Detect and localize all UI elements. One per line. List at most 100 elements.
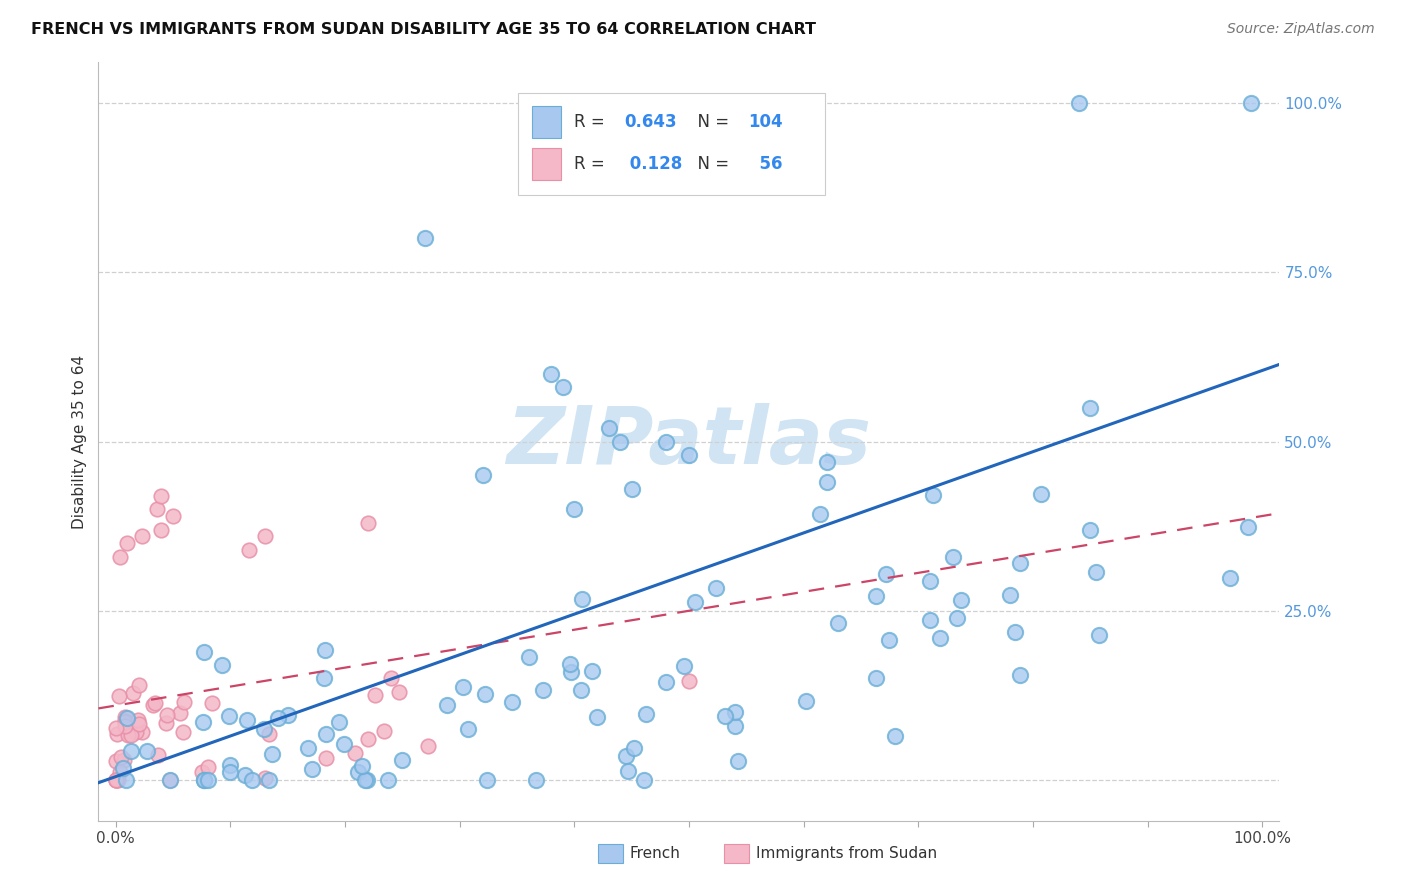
Point [172,724,194,739]
Point [117,728,139,742]
Point [162,508,184,523]
Point [918,613,941,627]
Point [197,772,219,787]
Point [949,593,972,607]
Point [540,367,562,381]
Point [197,760,219,774]
Point [929,631,952,645]
Point [155,715,177,730]
Point [451,680,474,694]
Point [377,772,399,787]
Point [581,664,603,678]
Point [350,759,373,773]
Text: Immigrants from Sudan: Immigrants from Sudan [756,847,938,861]
Point [865,671,887,685]
Point [233,768,256,782]
Point [558,657,581,671]
Point [277,708,299,723]
Point [156,708,179,723]
Point [357,732,380,747]
Point [131,725,153,739]
Point [107,772,129,787]
Point [236,713,259,727]
Point [416,739,439,754]
Point [617,764,640,778]
Point [121,686,143,700]
Text: R =: R = [575,155,610,173]
Point [301,762,323,776]
Point [1078,523,1101,537]
Point [141,698,163,713]
Text: 56: 56 [748,155,783,173]
Text: ZIPatlas: ZIPatlas [506,402,872,481]
Point [111,761,134,775]
Point [266,711,288,725]
Point [655,434,678,449]
Text: 0.643: 0.643 [624,113,676,131]
Point [391,753,413,767]
Point [115,711,138,725]
Point [218,708,240,723]
Point [240,772,263,787]
Point [634,706,657,721]
Point [373,724,395,739]
Point [105,754,128,768]
Point [169,706,191,720]
Point [105,772,128,787]
Point [127,713,149,727]
Text: 104: 104 [748,113,783,131]
Point [683,595,706,609]
Point [356,772,378,787]
Point [314,643,336,657]
Point [623,741,645,756]
Point [104,772,127,787]
Point [524,772,547,787]
Point [346,764,368,779]
Point [724,706,747,720]
Point [501,695,523,709]
Point [131,529,153,543]
Point [1240,96,1263,111]
Point [114,714,136,729]
Point [257,772,280,787]
Point [191,714,214,729]
Y-axis label: Disability Age 35 to 64: Disability Age 35 to 64 [72,354,87,529]
Point [120,728,142,742]
Point [259,727,281,741]
Point [921,488,943,502]
Point [211,657,233,672]
Text: R =: R = [575,113,610,131]
Point [125,724,148,739]
Point [946,610,969,624]
Bar [531,148,561,180]
Point [517,649,540,664]
Point [794,694,817,708]
Text: French: French [630,847,681,861]
Point [477,772,499,787]
Point [678,673,700,688]
Point [112,753,135,767]
Point [136,744,159,758]
Point [827,615,849,630]
Point [253,771,276,785]
Text: N =: N = [686,155,734,173]
Point [815,455,838,469]
Point [1029,487,1052,501]
Text: Source: ZipAtlas.com: Source: ZipAtlas.com [1227,22,1375,37]
Point [343,747,366,761]
Point [815,475,838,490]
Point [571,591,593,606]
Text: FRENCH VS IMMIGRANTS FROM SUDAN DISABILITY AGE 35 TO 64 CORRELATION CHART: FRENCH VS IMMIGRANTS FROM SUDAN DISABILI… [31,22,815,37]
Point [1067,96,1090,111]
Point [108,549,131,564]
Point [150,489,173,503]
Point [114,714,136,728]
Point [315,727,337,741]
Point [114,710,136,724]
Point [201,696,224,710]
Point [879,632,901,647]
Point [104,772,127,787]
Point [673,659,696,673]
Point [808,507,831,521]
Point [120,744,142,758]
